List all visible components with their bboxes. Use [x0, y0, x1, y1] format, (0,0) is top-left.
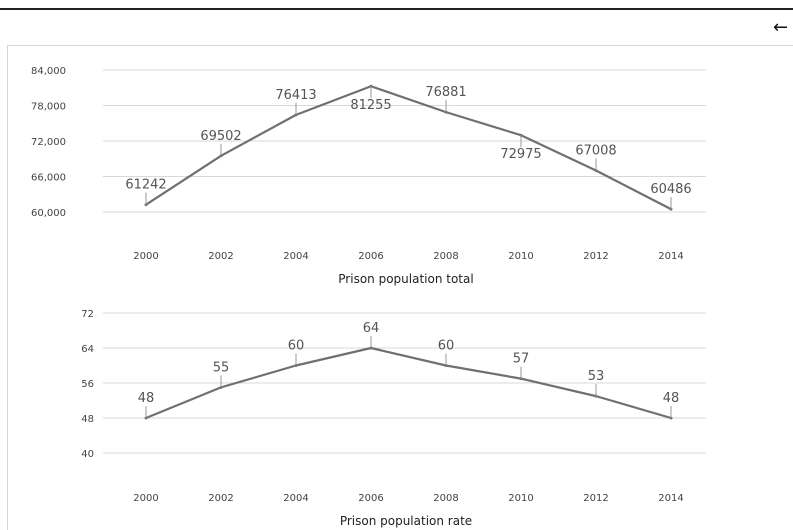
x-tick-label: 2012 — [583, 493, 608, 504]
prison-population-rate-chart: 40 48 56 64 72 2000 2002 2004 2006 2008 2010 2012 20… — [81, 309, 706, 528]
data-label: 53 — [588, 369, 605, 384]
top-divider — [0, 8, 793, 10]
y-tick-label: 72 — [81, 309, 94, 320]
data-label: 48 — [138, 391, 155, 406]
data-label: 60486 — [650, 182, 691, 197]
x-tick-label: 2010 — [508, 493, 533, 504]
chart-panel-prison-population-rate: 40 48 56 64 72 2000 2002 2004 2006 2008 2010 2012 20… — [7, 289, 793, 530]
data-label: 72975 — [500, 147, 541, 162]
y-tick-label: 72,000 — [31, 137, 66, 148]
x-tick-label: 2008 — [433, 251, 458, 262]
y-tick-label: 60,000 — [31, 208, 66, 219]
data-label: 60 — [438, 339, 455, 354]
data-label: 48 — [663, 391, 680, 406]
series-line — [145, 346, 672, 420]
data-label: 64 — [363, 321, 380, 336]
data-point — [594, 169, 598, 173]
data-label: 55 — [213, 360, 230, 375]
y-tick-label: 66,000 — [31, 173, 66, 184]
y-tick-label: 48 — [81, 414, 94, 425]
x-axis-title: Prison population total — [338, 272, 473, 286]
data-label: 69502 — [200, 129, 241, 144]
data-label: 76881 — [425, 85, 466, 100]
x-tick-label: 2006 — [358, 493, 383, 504]
data-label: 81255 — [350, 98, 391, 113]
x-tick-label: 2014 — [658, 251, 683, 262]
series-line — [145, 85, 672, 211]
prison-population-total-chart: 60,000 66,000 72,000 78,000 84,000 2000 2002 20… — [31, 66, 706, 286]
data-label: 57 — [513, 352, 530, 367]
x-tick-label: 2002 — [208, 493, 233, 504]
x-tick-label: 2014 — [658, 493, 683, 504]
left-arrow-icon[interactable]: ← — [773, 17, 789, 38]
x-tick-label: 2004 — [283, 251, 308, 262]
data-label: 60 — [288, 339, 305, 354]
x-tick-label: 2000 — [133, 493, 158, 504]
y-tick-label: 78,000 — [31, 102, 66, 113]
y-tick-label: 56 — [81, 379, 94, 390]
y-tick-label: 40 — [81, 449, 94, 460]
data-label: 61242 — [125, 178, 166, 193]
x-axis-title: Prison population rate — [340, 514, 472, 528]
y-tick-label: 84,000 — [31, 66, 66, 77]
x-tick-label: 2006 — [358, 251, 383, 262]
x-tick-label: 2008 — [433, 493, 458, 504]
x-tick-label: 2004 — [283, 493, 308, 504]
x-tick-label: 2002 — [208, 251, 233, 262]
x-tick-label: 2000 — [133, 251, 158, 262]
y-tick-label: 64 — [81, 344, 94, 355]
data-label: 76413 — [275, 88, 316, 103]
x-tick-label: 2012 — [583, 251, 608, 262]
chart-panel-prison-population-total: 60,000 66,000 72,000 78,000 84,000 2000 2002 20… — [7, 45, 793, 290]
x-tick-label: 2010 — [508, 251, 533, 262]
data-label: 67008 — [575, 144, 616, 159]
